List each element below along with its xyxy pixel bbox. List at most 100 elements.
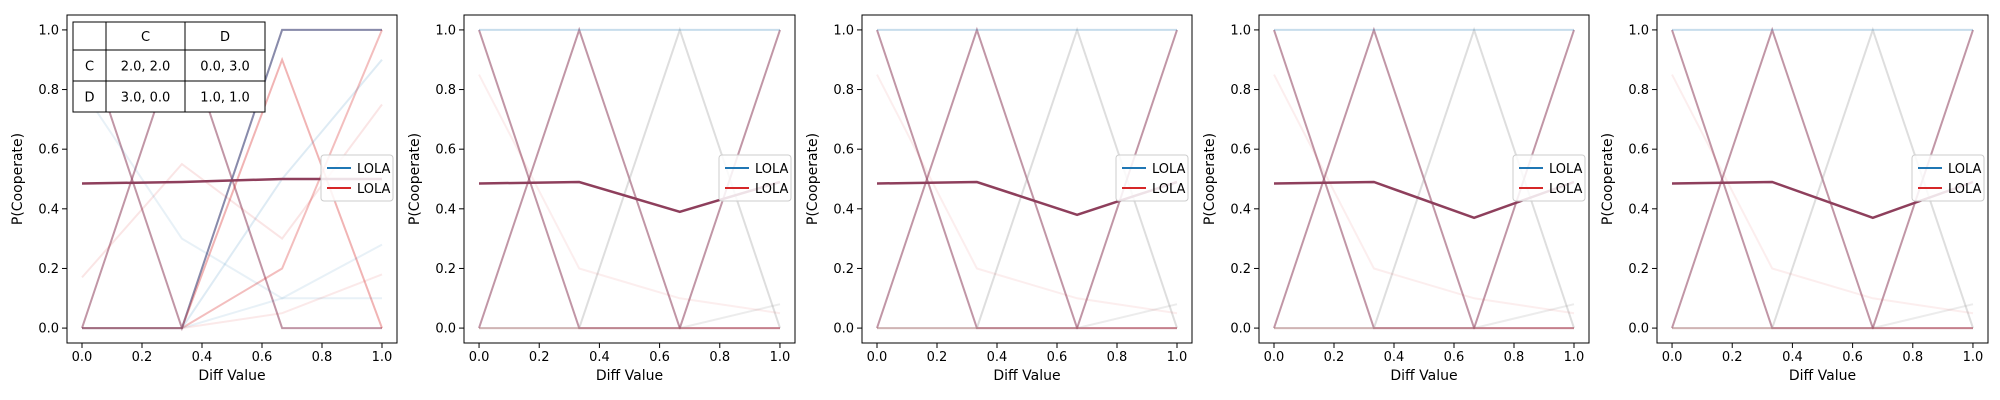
sample-line bbox=[82, 273, 383, 330]
y-tick-label: 0.0 bbox=[833, 322, 854, 337]
x-tick-label: 0.6 bbox=[1047, 350, 1068, 365]
legend-label: LOLA bbox=[1948, 182, 1982, 197]
y-tick-label: 0.4 bbox=[38, 202, 59, 217]
x-tick-label: 0.4 bbox=[192, 350, 213, 365]
y-tick-label: 0.2 bbox=[833, 262, 854, 277]
sample-line bbox=[81, 88, 383, 300]
x-tick-label: 0.4 bbox=[987, 350, 1008, 365]
subplot-4: 0.0 0.2 0.4 0.6 0.8 1.0 0.0 0.2 0.4 0.6 0.8 1.0 Diff… bbox=[1202, 14, 1590, 384]
legend-label: LOLA bbox=[1549, 162, 1583, 177]
y-axis-label: P(Cooperate) bbox=[10, 133, 26, 225]
y-tick-label: 1.0 bbox=[435, 23, 456, 38]
x-tick-label: 0.2 bbox=[927, 350, 948, 365]
axes-frame bbox=[66, 14, 398, 344]
sample-line bbox=[479, 303, 781, 330]
y-tick-label: 0.2 bbox=[435, 262, 456, 277]
sample-line bbox=[478, 74, 781, 315]
legend-label: LOLA bbox=[755, 182, 789, 197]
x-axis-label: Diff Value bbox=[596, 368, 663, 384]
x-tick-label: 0.6 bbox=[1444, 350, 1465, 365]
y-tick-label: 0.4 bbox=[1628, 202, 1649, 217]
y-tick-label: 0.0 bbox=[435, 322, 456, 337]
legend: LOLA LOLA bbox=[718, 154, 792, 202]
sample-line bbox=[82, 28, 382, 330]
y-tick-label: 0.2 bbox=[1628, 262, 1649, 277]
table-col-header: C bbox=[141, 30, 150, 45]
table-row-label: D bbox=[84, 91, 94, 106]
y-tick-label: 0.0 bbox=[38, 322, 59, 337]
y-tick-label: 0.8 bbox=[1230, 83, 1251, 98]
y-tick-label: 0.6 bbox=[1230, 143, 1251, 158]
sample-line bbox=[82, 297, 382, 330]
sample-line bbox=[478, 26, 780, 330]
y-tick-label: 1.0 bbox=[833, 23, 854, 38]
x-tick-label: 0.2 bbox=[132, 350, 153, 365]
table-cell: 2.0, 2.0 bbox=[121, 60, 171, 75]
subplot-5: 0.0 0.2 0.4 0.6 0.8 1.0 0.0 0.2 0.4 0.6 0.8 1.0 Diff… bbox=[1600, 14, 1989, 384]
table-col-header: D bbox=[220, 30, 230, 45]
x-axis-label: Diff Value bbox=[1390, 368, 1457, 384]
legend-label: LOLA bbox=[357, 162, 391, 177]
x-tick-label: 0.0 bbox=[469, 350, 490, 365]
y-tick-label: 0.6 bbox=[435, 143, 456, 158]
legend-label: LOLA bbox=[1549, 182, 1583, 197]
axes-frame bbox=[1258, 14, 1590, 344]
x-tick-label: 0.2 bbox=[529, 350, 550, 365]
axes-frame bbox=[463, 14, 796, 344]
y-tick-label: 0.0 bbox=[1628, 322, 1649, 337]
y-tick-label: 1.0 bbox=[1230, 23, 1251, 38]
x-tick-label: 0.0 bbox=[1264, 350, 1285, 365]
y-axis-label: P(Cooperate) bbox=[805, 133, 821, 225]
x-tick-label: 0.6 bbox=[1842, 350, 1863, 365]
legend: LOLA LOLA bbox=[1512, 154, 1586, 202]
y-tick-label: 0.6 bbox=[38, 143, 59, 158]
x-tick-label: 0.8 bbox=[1902, 350, 1923, 365]
sample-line bbox=[876, 74, 1178, 315]
x-axis-label: Diff Value bbox=[993, 368, 1060, 384]
y-axis-label: P(Cooperate) bbox=[1600, 133, 1616, 225]
sample-line bbox=[1273, 74, 1575, 315]
x-tick-label: 0.0 bbox=[867, 350, 888, 365]
sample-line bbox=[82, 59, 383, 330]
y-tick-label: 0.2 bbox=[38, 262, 59, 277]
x-tick-label: 0.2 bbox=[1324, 350, 1345, 365]
y-axis-label: P(Cooperate) bbox=[407, 133, 423, 225]
sample-line bbox=[1672, 303, 1974, 330]
x-tick-label: 0.4 bbox=[589, 350, 610, 365]
x-tick-label: 0.8 bbox=[1107, 350, 1128, 365]
x-tick-label: 1.0 bbox=[1963, 350, 1984, 365]
x-tick-label: 0.8 bbox=[1504, 350, 1525, 365]
x-tick-label: 0.8 bbox=[709, 350, 730, 365]
y-tick-label: 0.8 bbox=[38, 83, 59, 98]
axes-frame bbox=[1656, 14, 1989, 344]
y-tick-label: 1.0 bbox=[38, 23, 59, 38]
legend-box bbox=[1911, 154, 1985, 202]
y-tick-label: 0.2 bbox=[1230, 262, 1251, 277]
legend-box bbox=[320, 154, 394, 202]
table-cell: 3.0, 0.0 bbox=[121, 91, 171, 106]
subplot-2: 0.0 0.2 0.4 0.6 0.8 1.0 0.0 0.2 0.4 0.6 0.8 1.0 Diff… bbox=[407, 14, 796, 384]
y-tick-label: 0.4 bbox=[1230, 202, 1251, 217]
y-tick-label: 0.8 bbox=[1628, 83, 1649, 98]
sample-line bbox=[82, 29, 383, 330]
axes-frame bbox=[861, 14, 1193, 344]
legend-box bbox=[1512, 154, 1586, 202]
x-tick-label: 0.6 bbox=[649, 350, 670, 365]
x-tick-label: 0.4 bbox=[1782, 350, 1803, 365]
x-tick-label: 1.0 bbox=[1564, 350, 1585, 365]
x-tick-label: 0.4 bbox=[1384, 350, 1405, 365]
y-tick-label: 0.4 bbox=[435, 202, 456, 217]
x-tick-label: 0.0 bbox=[72, 350, 93, 365]
legend: LOLA LOLA bbox=[320, 154, 394, 202]
legend: LOLA LOLA bbox=[1115, 154, 1189, 202]
y-tick-label: 0.6 bbox=[1628, 143, 1649, 158]
legend-box bbox=[718, 154, 792, 202]
x-tick-label: 0.6 bbox=[252, 350, 273, 365]
x-tick-label: 1.0 bbox=[1167, 350, 1188, 365]
x-tick-label: 1.0 bbox=[372, 350, 393, 365]
sample-line bbox=[1671, 74, 1974, 315]
table-cell: 1.0, 1.0 bbox=[200, 91, 250, 106]
y-tick-label: 0.8 bbox=[833, 83, 854, 98]
table-cell: 0.0, 3.0 bbox=[200, 60, 250, 75]
